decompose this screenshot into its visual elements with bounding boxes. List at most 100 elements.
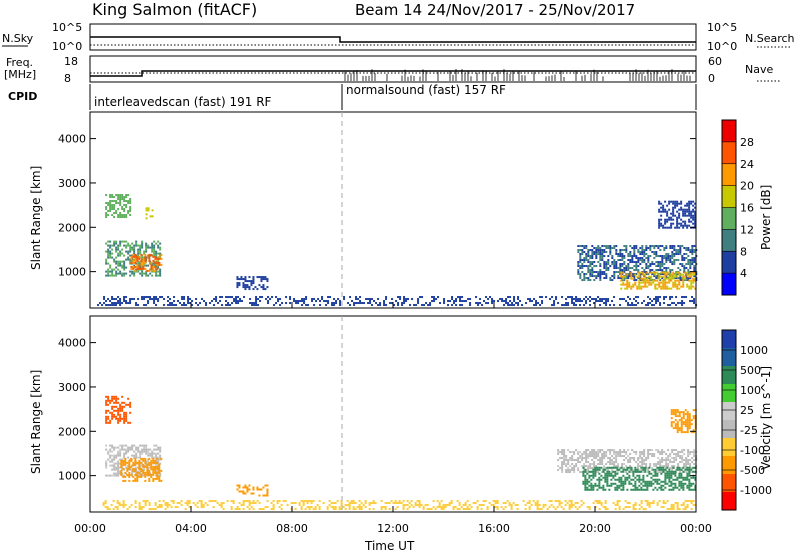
heatmap-cell <box>436 500 439 503</box>
heatmap-cell <box>153 264 156 267</box>
heatmap-cell <box>122 459 125 462</box>
heatmap-cell <box>603 451 606 454</box>
heatmap-cell <box>662 480 665 483</box>
heatmap-cell <box>647 267 650 270</box>
heatmap-cell <box>671 247 674 250</box>
heatmap-cell <box>628 482 631 485</box>
heatmap-cell <box>155 242 158 245</box>
heatmap-cell <box>137 248 140 251</box>
heatmap-cell <box>658 478 661 481</box>
heatmap-cell <box>326 506 329 509</box>
heatmap-cell <box>409 304 412 307</box>
heatmap-cell <box>602 506 605 509</box>
heatmap-cell <box>527 298 530 301</box>
heatmap-cell <box>667 459 670 462</box>
heatmap-cell <box>443 298 446 301</box>
heatmap-cell <box>140 475 143 478</box>
heatmap-cell <box>599 457 602 460</box>
heatmap-cell <box>647 453 650 456</box>
heatmap-cell <box>634 484 637 487</box>
heatmap-cell <box>686 500 689 503</box>
heatmap-cell <box>113 472 116 475</box>
heatmap-cell <box>482 504 485 507</box>
heatmap-cell <box>113 298 116 301</box>
heatmap-cell <box>605 275 608 278</box>
heatmap-cell <box>119 216 122 219</box>
heatmap-cell <box>151 215 154 218</box>
heatmap-cell <box>669 257 672 260</box>
heatmap-cell <box>107 248 110 251</box>
heatmap-cell <box>611 261 614 264</box>
heatmap-cell <box>433 296 436 299</box>
heatmap-cell <box>642 484 645 487</box>
heatmap-cell <box>652 502 655 505</box>
heatmap-cell <box>646 488 649 491</box>
heatmap-cell <box>628 474 631 477</box>
heatmap-cell <box>147 454 150 457</box>
heatmap-cell <box>239 298 242 301</box>
heatmap-cell <box>688 478 691 481</box>
heatmap-cell <box>666 226 669 229</box>
heatmap-cell <box>129 448 132 451</box>
heatmap-cell <box>615 459 618 462</box>
heatmap-cell <box>585 302 588 305</box>
heatmap-cell <box>654 480 657 483</box>
heatmap-cell <box>577 457 580 460</box>
heatmap-cell <box>682 488 685 491</box>
heatmap-cell <box>160 506 163 509</box>
heatmap-cell <box>593 465 596 468</box>
heatmap-cell <box>130 504 133 507</box>
heatmap-cell <box>683 269 686 272</box>
heatmap-cell <box>591 245 594 248</box>
heatmap-cell <box>299 300 302 303</box>
heatmap-cell <box>617 267 620 270</box>
heatmap-cell <box>538 504 541 507</box>
heatmap-cell <box>662 271 665 274</box>
heatmap-cell <box>657 471 660 474</box>
heatmap-cell <box>136 475 139 478</box>
heatmap-cell <box>557 451 560 454</box>
heatmap-cell <box>128 463 131 466</box>
heatmap-cell <box>401 302 404 305</box>
heatmap-cell <box>668 216 671 219</box>
heatmap-cell <box>138 463 141 466</box>
heatmap-cell <box>145 207 148 210</box>
heatmap-cell <box>647 296 650 299</box>
heatmap-cell <box>475 296 478 299</box>
heatmap-cell <box>123 456 126 459</box>
heatmap-cell <box>680 411 683 414</box>
heatmap-cell <box>692 470 695 473</box>
heatmap-cell <box>614 482 617 485</box>
heatmap-cell <box>131 464 134 467</box>
heatmap-cell <box>571 302 574 305</box>
heatmap-cell <box>128 465 131 468</box>
heatmap-cell <box>640 271 643 274</box>
heatmap-cell <box>155 296 158 299</box>
heatmap-cell <box>129 198 132 201</box>
heatmap-cell <box>145 264 148 267</box>
heatmap-cell <box>129 250 132 253</box>
heatmap-cell <box>486 506 489 509</box>
heatmap-cell <box>603 263 606 266</box>
heatmap-cell <box>384 506 387 509</box>
heatmap-cell <box>621 451 624 454</box>
heatmap-cell <box>571 457 574 460</box>
heatmap-cell <box>267 302 270 305</box>
heatmap-cell <box>581 259 584 262</box>
heatmap-cell <box>202 504 205 507</box>
heatmap-cell <box>688 200 691 203</box>
power-ylabel: Slant Range [km] <box>29 166 43 270</box>
heatmap-cell <box>337 298 340 301</box>
heatmap-cell <box>135 302 138 305</box>
heatmap-cell <box>666 482 669 485</box>
heatmap-cell <box>289 302 292 305</box>
heatmap-cell <box>284 500 287 503</box>
heatmap-cell <box>155 254 158 257</box>
heatmap-cell <box>668 287 671 290</box>
heatmap-cell <box>625 269 628 272</box>
heatmap-cell <box>674 470 677 473</box>
heatmap-cell <box>599 253 602 256</box>
heatmap-cell <box>638 281 641 284</box>
heatmap-cell <box>677 249 680 252</box>
heatmap-cell <box>464 502 467 505</box>
